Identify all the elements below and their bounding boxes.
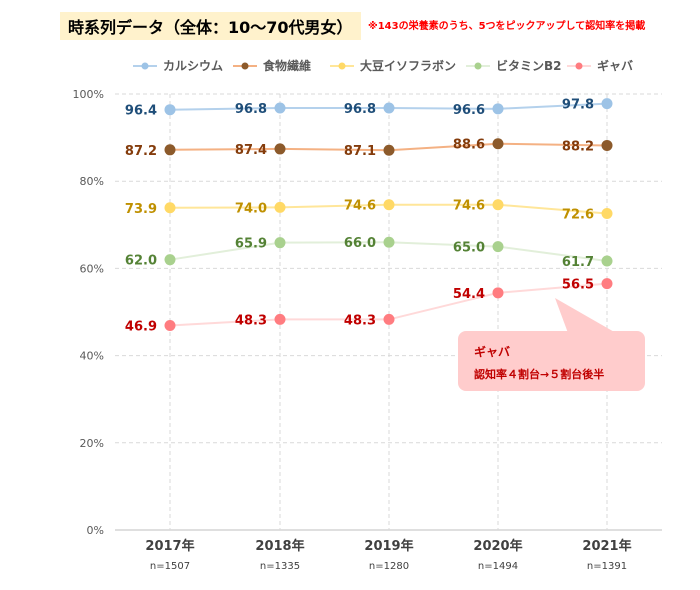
data-point bbox=[274, 237, 286, 249]
legend-label: 大豆イソフラボン bbox=[360, 58, 456, 73]
x-tick-label: 2017年 bbox=[145, 538, 194, 554]
legend-marker-icon bbox=[474, 62, 482, 70]
data-point bbox=[601, 139, 613, 151]
x-tick-label: 2018年 bbox=[255, 538, 304, 554]
series-3: 73.9 74.0 74.6 74.6 72.6 bbox=[125, 199, 613, 222]
data-label: 87.1 bbox=[344, 144, 376, 159]
chart-note: ※143の栄養素のうち、5つをピックアップして認知率を掲載 bbox=[368, 21, 646, 32]
y-tick-label: 100% bbox=[73, 88, 104, 101]
data-point bbox=[164, 144, 176, 156]
data-point bbox=[492, 199, 504, 211]
series-2: 87.2 87.4 87.1 88.6 88.2 bbox=[125, 138, 613, 159]
y-tick-label: 80% bbox=[80, 175, 104, 188]
data-label: 96.8 bbox=[344, 102, 376, 117]
sample-size-label: n=1494 bbox=[478, 561, 518, 572]
data-label: 96.4 bbox=[125, 104, 157, 119]
series-5: 46.9 48.3 48.3 54.4 56.5 bbox=[125, 278, 613, 335]
data-label: 74.6 bbox=[344, 199, 376, 214]
data-point bbox=[601, 255, 613, 267]
callout-text: 認知率４割台→５割台後半 bbox=[474, 367, 604, 381]
data-point bbox=[492, 138, 504, 150]
legend-item-4: ビタミンB2 bbox=[466, 58, 562, 73]
data-point bbox=[164, 202, 176, 214]
data-label: 61.7 bbox=[562, 255, 594, 270]
data-label: 65.0 bbox=[453, 241, 485, 256]
callout-tail bbox=[555, 298, 616, 333]
data-label: 48.3 bbox=[344, 313, 376, 328]
sample-size-label: n=1280 bbox=[369, 561, 409, 572]
sample-size-label: n=1391 bbox=[587, 561, 627, 572]
legend-label: ギャバ bbox=[597, 58, 633, 73]
data-label: 54.4 bbox=[453, 287, 485, 302]
data-point bbox=[383, 236, 395, 248]
data-label: 73.9 bbox=[125, 202, 157, 217]
y-tick-label: 0% bbox=[87, 524, 104, 537]
data-point bbox=[601, 98, 613, 110]
data-label: 88.2 bbox=[562, 139, 594, 154]
data-point bbox=[492, 241, 504, 253]
legend-label: ビタミンB2 bbox=[496, 58, 562, 73]
data-label: 72.6 bbox=[562, 207, 594, 222]
data-label: 97.8 bbox=[562, 98, 594, 113]
legend-label: 食物繊維 bbox=[262, 58, 311, 73]
data-label: 96.8 bbox=[235, 102, 267, 117]
y-tick-label: 40% bbox=[80, 350, 104, 363]
data-point bbox=[164, 320, 176, 332]
legend-item-1: カルシウム bbox=[133, 59, 223, 73]
legend-marker-icon bbox=[575, 62, 583, 70]
data-point bbox=[383, 313, 395, 325]
data-point bbox=[274, 143, 286, 155]
chart-title: 時系列データ（全体：10〜70代男女） bbox=[60, 12, 361, 40]
x-tick-label: 2021年 bbox=[582, 538, 631, 554]
data-label: 88.6 bbox=[453, 138, 485, 153]
data-label: 87.4 bbox=[235, 143, 267, 158]
data-label: 74.6 bbox=[453, 199, 485, 214]
legend-marker-icon bbox=[241, 62, 249, 70]
data-point bbox=[383, 199, 395, 211]
legend-marker-icon bbox=[338, 62, 346, 70]
legend-item-2: 食物繊維 bbox=[233, 58, 311, 73]
data-label: 56.5 bbox=[562, 278, 594, 293]
data-point bbox=[492, 287, 504, 299]
sample-size-label: n=1507 bbox=[150, 561, 190, 572]
data-point bbox=[164, 254, 176, 266]
data-label: 46.9 bbox=[125, 320, 157, 335]
sample-size-label: n=1335 bbox=[260, 561, 300, 572]
data-point bbox=[274, 102, 286, 114]
data-label: 66.0 bbox=[344, 236, 376, 251]
data-label: 87.2 bbox=[125, 144, 157, 159]
data-point bbox=[164, 104, 176, 116]
x-tick-label: 2020年 bbox=[473, 538, 522, 554]
legend-marker-icon bbox=[141, 62, 149, 70]
data-label: 62.0 bbox=[125, 254, 157, 269]
data-point bbox=[383, 102, 395, 114]
legend-label: カルシウム bbox=[163, 59, 223, 73]
x-tick-label: 2019年 bbox=[364, 538, 413, 554]
data-label: 65.9 bbox=[235, 237, 267, 252]
callout-title: ギャバ bbox=[474, 344, 510, 359]
legend-item-5: ギャバ bbox=[567, 58, 633, 73]
callout-box bbox=[458, 331, 645, 391]
data-point bbox=[274, 313, 286, 325]
legend-item-3: 大豆イソフラボン bbox=[330, 58, 456, 73]
y-tick-label: 20% bbox=[80, 437, 104, 450]
y-tick-label: 60% bbox=[80, 262, 104, 275]
series-4: 62.0 65.9 66.0 65.0 61.7 bbox=[125, 236, 613, 270]
data-label: 74.0 bbox=[235, 201, 267, 216]
data-point bbox=[601, 207, 613, 219]
data-label: 96.6 bbox=[453, 103, 485, 118]
data-point bbox=[492, 103, 504, 115]
data-point bbox=[601, 278, 613, 290]
series-1: 96.4 96.8 96.8 96.6 97.8 bbox=[125, 98, 613, 119]
data-point bbox=[383, 144, 395, 156]
data-label: 48.3 bbox=[235, 313, 267, 328]
data-point bbox=[274, 201, 286, 213]
